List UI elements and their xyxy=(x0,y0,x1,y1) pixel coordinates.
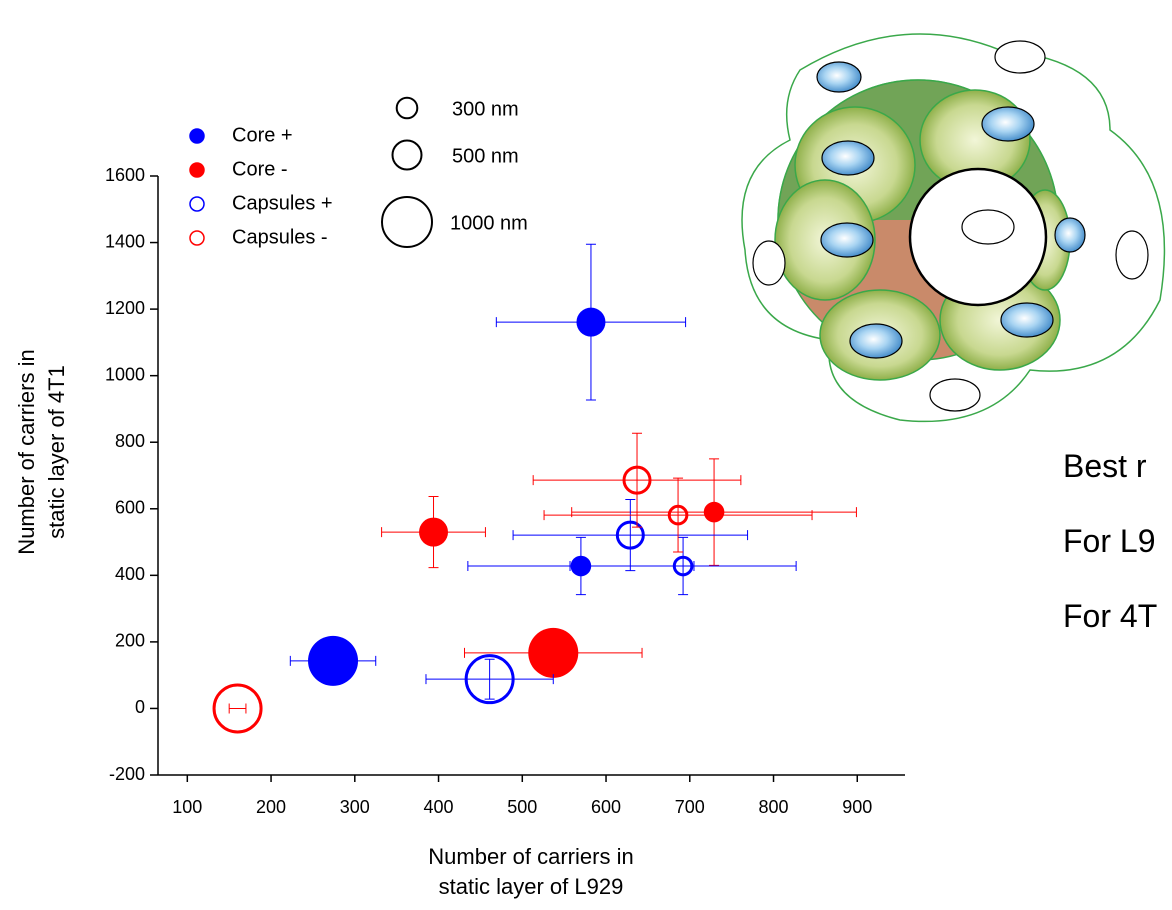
x-tick-label: 900 xyxy=(842,797,872,817)
x-axis-label: static layer of L929 xyxy=(439,874,624,899)
legend-marker xyxy=(189,230,205,246)
y-axis-label: Number of carriers in xyxy=(14,349,39,554)
data-point xyxy=(703,501,725,523)
data-point xyxy=(615,520,645,550)
data-point xyxy=(212,683,263,734)
legend-label: Core + xyxy=(232,124,293,146)
legend-marker xyxy=(189,128,205,144)
legend-label: Core - xyxy=(232,158,288,180)
y-tick-label: -200 xyxy=(109,764,145,784)
legend-label: Capsules - xyxy=(232,226,328,248)
y-tick-label: 1000 xyxy=(105,364,145,384)
x-tick-label: 700 xyxy=(675,797,705,817)
y-error-bar xyxy=(678,536,689,596)
y-error-bar xyxy=(625,498,636,572)
data-point xyxy=(672,555,694,577)
y-axis-label: static layer of 4T1 xyxy=(44,365,69,539)
legend-marker xyxy=(189,196,205,212)
size-legend-marker xyxy=(395,96,419,120)
y-tick-label: 1400 xyxy=(105,231,145,251)
size-legend-label: 1000 nm xyxy=(450,212,528,234)
y-tick-label: 1200 xyxy=(105,298,145,318)
x-tick-label: 100 xyxy=(172,797,202,817)
x-error-bar xyxy=(228,703,247,714)
y-tick-label: 0 xyxy=(135,697,145,717)
side-text: For 4T xyxy=(1063,598,1158,634)
size-legend-marker xyxy=(381,196,433,248)
side-text: For L9 xyxy=(1063,523,1156,559)
x-tick-label: 600 xyxy=(591,797,621,817)
y-error-bar xyxy=(484,658,495,700)
y-error-bar xyxy=(673,477,684,553)
legend-label: Capsules + xyxy=(232,192,333,214)
y-error-bar xyxy=(632,432,643,528)
legend-marker xyxy=(189,162,205,178)
side-text: Best r xyxy=(1063,448,1147,484)
x-tick-label: 400 xyxy=(424,797,454,817)
data-point xyxy=(419,517,449,547)
size-legend-label: 500 nm xyxy=(452,145,519,167)
x-tick-label: 500 xyxy=(507,797,537,817)
data-point xyxy=(622,465,652,495)
y-tick-label: 800 xyxy=(115,431,145,451)
data-point xyxy=(528,627,579,678)
data-point xyxy=(576,307,606,337)
x-tick-label: 200 xyxy=(256,797,286,817)
y-tick-label: 1600 xyxy=(105,165,145,185)
data-point xyxy=(667,504,689,526)
y-tick-label: 600 xyxy=(115,498,145,518)
y-tick-label: 400 xyxy=(115,564,145,584)
x-tick-label: 800 xyxy=(758,797,788,817)
x-axis-label: Number of carriers in xyxy=(428,844,633,869)
size-legend-marker xyxy=(391,139,423,171)
data-point xyxy=(308,635,359,686)
data-point xyxy=(464,654,515,705)
x-tick-label: 300 xyxy=(340,797,370,817)
y-tick-label: 200 xyxy=(115,631,145,651)
size-legend-label: 300 nm xyxy=(452,98,519,120)
cell-diagram xyxy=(741,33,1166,423)
